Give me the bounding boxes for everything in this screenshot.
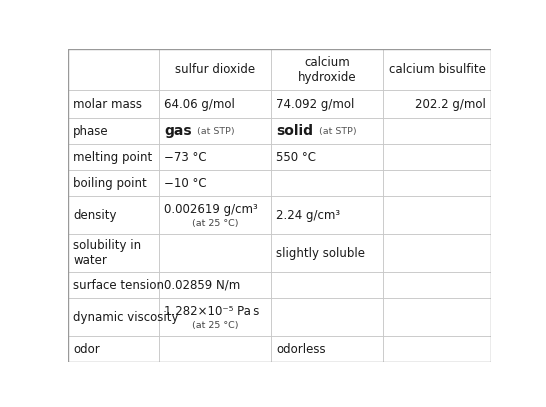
Text: 0.02859 N/m: 0.02859 N/m	[164, 279, 241, 292]
Bar	[383, 49, 491, 90]
Text: odor: odor	[73, 343, 100, 356]
Text: calcium bisulfite: calcium bisulfite	[389, 63, 486, 76]
Bar	[271, 196, 383, 234]
Bar	[383, 118, 491, 144]
Text: −73 °C: −73 °C	[164, 151, 207, 164]
Text: −10 °C: −10 °C	[164, 177, 207, 190]
Text: 550 °C: 550 °C	[276, 151, 317, 164]
Bar	[159, 90, 271, 118]
Text: density: density	[73, 208, 117, 221]
Bar	[159, 49, 271, 90]
Bar	[159, 118, 271, 144]
Text: 2.24 g/cm³: 2.24 g/cm³	[276, 208, 341, 221]
Bar	[68, 170, 159, 196]
Bar	[271, 272, 383, 298]
Bar	[68, 49, 159, 90]
Bar	[383, 196, 491, 234]
Bar	[383, 234, 491, 272]
Text: melting point: melting point	[73, 151, 152, 164]
Bar	[383, 170, 491, 196]
Bar	[271, 170, 383, 196]
Text: 202.2 g/mol: 202.2 g/mol	[416, 98, 486, 111]
Text: solubility in
water: solubility in water	[73, 239, 141, 267]
Bar	[159, 336, 271, 362]
Text: surface tension: surface tension	[73, 279, 164, 292]
Bar	[271, 90, 383, 118]
Text: 74.092 g/mol: 74.092 g/mol	[276, 98, 355, 111]
Bar	[271, 144, 383, 170]
Bar	[383, 298, 491, 336]
Bar	[159, 144, 271, 170]
Text: solid: solid	[276, 124, 313, 138]
Text: 0.002619 g/cm³: 0.002619 g/cm³	[164, 203, 258, 216]
Bar	[159, 234, 271, 272]
Bar	[68, 298, 159, 336]
Text: sulfur dioxide: sulfur dioxide	[175, 63, 256, 76]
Text: (at STP): (at STP)	[197, 127, 235, 136]
Bar	[159, 298, 271, 336]
Text: gas: gas	[164, 124, 192, 138]
Bar	[68, 272, 159, 298]
Text: 64.06 g/mol: 64.06 g/mol	[164, 98, 235, 111]
Text: (at 25 °C): (at 25 °C)	[192, 219, 239, 228]
Bar	[271, 118, 383, 144]
Bar	[68, 196, 159, 234]
Bar	[159, 170, 271, 196]
Bar	[159, 196, 271, 234]
Bar	[271, 298, 383, 336]
Text: dynamic viscosity: dynamic viscosity	[73, 311, 179, 324]
Bar	[68, 90, 159, 118]
Bar	[68, 144, 159, 170]
Bar	[271, 49, 383, 90]
Text: phase: phase	[73, 125, 109, 138]
Bar	[68, 336, 159, 362]
Bar	[271, 234, 383, 272]
Text: 1.282×10⁻⁵ Pa s: 1.282×10⁻⁵ Pa s	[164, 305, 260, 318]
Bar	[383, 90, 491, 118]
Bar	[383, 272, 491, 298]
Bar	[383, 336, 491, 362]
Text: molar mass: molar mass	[73, 98, 143, 111]
Bar	[68, 234, 159, 272]
Bar	[271, 336, 383, 362]
Text: slightly soluble: slightly soluble	[276, 247, 365, 260]
Text: boiling point: boiling point	[73, 177, 147, 190]
Bar	[159, 272, 271, 298]
Bar	[68, 118, 159, 144]
Text: odorless: odorless	[276, 343, 326, 356]
Bar	[383, 144, 491, 170]
Text: calcium
hydroxide: calcium hydroxide	[298, 56, 357, 83]
Text: (at STP): (at STP)	[318, 127, 356, 136]
Text: (at 25 °C): (at 25 °C)	[192, 321, 239, 330]
